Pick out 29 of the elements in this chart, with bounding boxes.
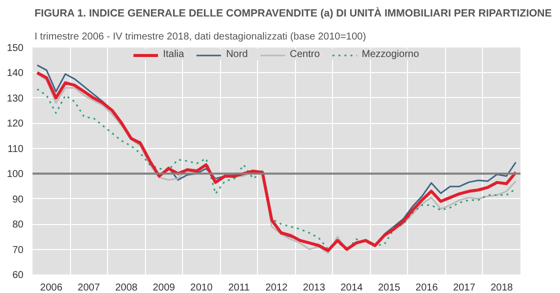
x-tick-label: 2008 xyxy=(115,282,138,293)
x-tick-label: 2015 xyxy=(378,282,401,293)
y-tick-label: 130 xyxy=(6,93,24,104)
x-tick-label: 2011 xyxy=(228,282,250,293)
y-tick-label: 60 xyxy=(12,270,24,281)
y-tick-label: 100 xyxy=(6,169,24,180)
y-tick-label: 140 xyxy=(6,68,24,80)
y-tick-label: 120 xyxy=(6,118,24,130)
chart-subtitle: I trimestre 2006 - IV trimestre 2018, dati destagionalizzati (base 2010=100) xyxy=(34,32,366,42)
x-tick-label: 2016 xyxy=(416,282,438,293)
legend-label: Italia xyxy=(162,49,184,60)
x-tick-label: 2014 xyxy=(340,282,364,293)
chart-title: FIGURA 1. INDICE GENERALE DELLE COMPRAVENDITE (a) DI UNITÀ IMMOBILIARI PER RIPARTIZIONE xyxy=(34,6,552,20)
y-tick-label: 90 xyxy=(12,194,24,206)
x-tick-label: 2007 xyxy=(78,282,100,293)
y-tick-label: 80 xyxy=(12,220,24,231)
x-tick-label: 2017 xyxy=(453,282,476,293)
y-tick-label: 70 xyxy=(12,244,24,256)
legend-label: Centro xyxy=(290,49,320,60)
y-tick-label: 150 xyxy=(6,43,24,54)
x-tick-label: 2010 xyxy=(190,282,213,293)
x-tick-label: 2018 xyxy=(490,282,514,293)
legend-label: Mezzogiorno xyxy=(362,49,420,60)
legend-label: Nord xyxy=(226,49,248,60)
x-tick-label: 2012 xyxy=(265,282,288,293)
y-tick-label: 110 xyxy=(8,144,24,155)
x-tick-label: 2006 xyxy=(40,282,63,293)
x-tick-label: 2013 xyxy=(302,282,326,293)
x-tick-label: 2009 xyxy=(152,282,176,293)
